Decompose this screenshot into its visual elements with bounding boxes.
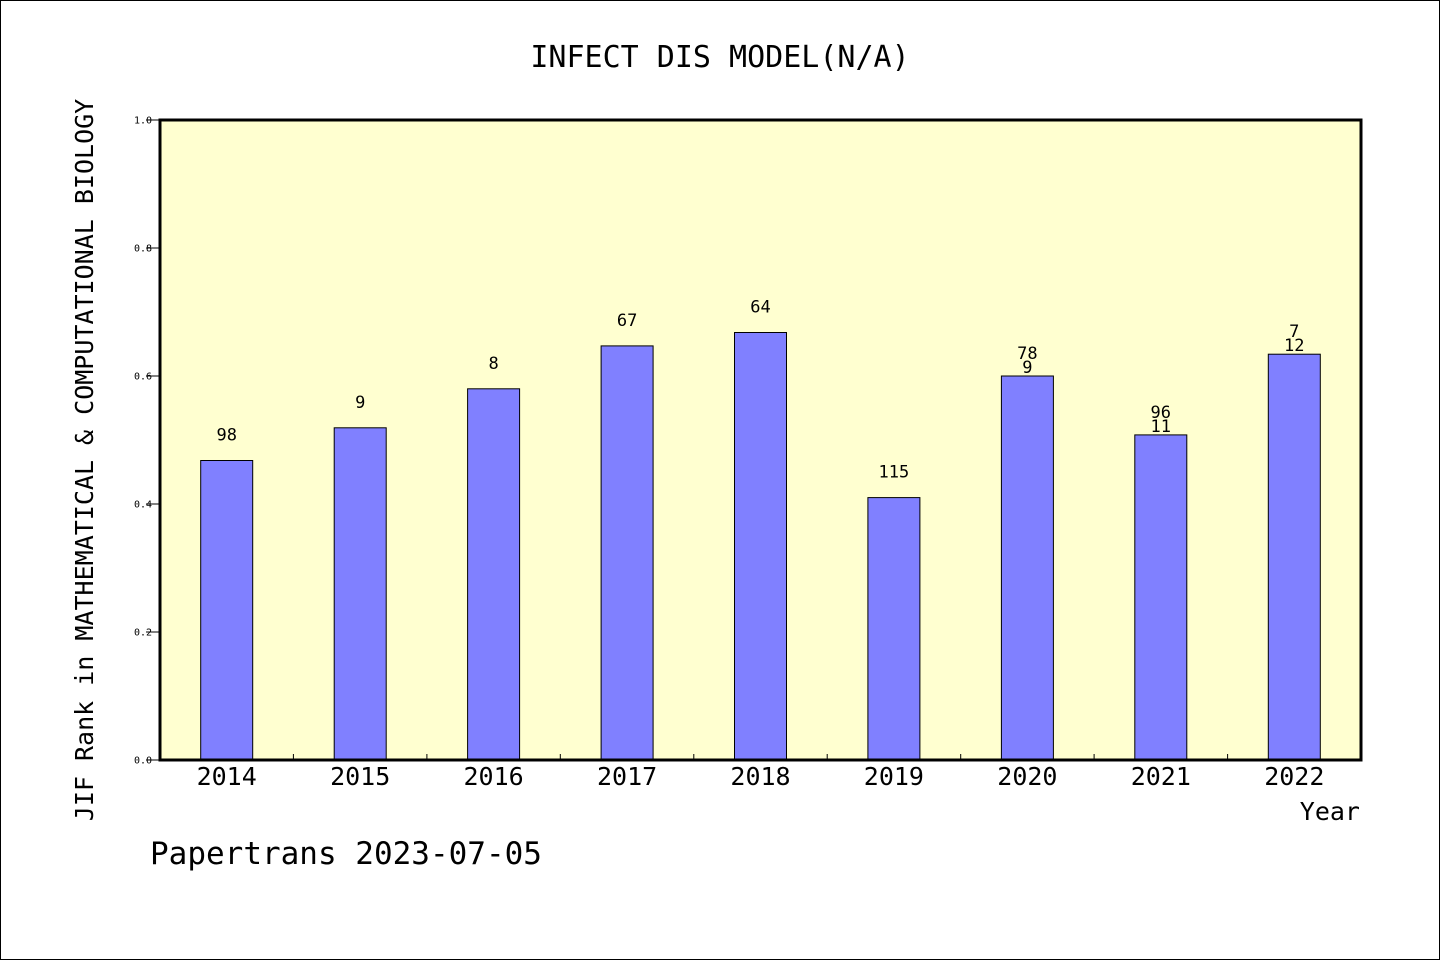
bars-group bbox=[200, 332, 1321, 761]
bar-2020 bbox=[1000, 375, 1054, 761]
x-tick-label-2020: 2020 bbox=[997, 762, 1057, 791]
y-tick-label: 0.6 bbox=[134, 372, 152, 383]
plot-border bbox=[158, 118, 1363, 762]
bar-2018 bbox=[734, 332, 787, 761]
bar-rank-label-2018: 64 bbox=[750, 298, 770, 318]
y-tick-label: 0.0 bbox=[134, 756, 152, 767]
x-tick-label-2018: 2018 bbox=[730, 762, 790, 791]
footer-credit: Papertrans 2023-07-05 bbox=[150, 836, 542, 872]
y-tick-label: 0.2 bbox=[134, 628, 152, 639]
bar-rank-label-2015: 9 bbox=[355, 393, 365, 413]
chart-title: INFECT DIS MODEL(N/A) bbox=[530, 40, 909, 75]
y-tick-label: 1.0 bbox=[134, 116, 152, 127]
bar-rank-label-2021: 96 bbox=[1151, 403, 1171, 423]
x-tick-label-2019: 2019 bbox=[864, 762, 924, 791]
x-axis-label: Year bbox=[1300, 797, 1360, 826]
bar-2021 bbox=[1134, 434, 1188, 761]
bar-rank-label-2020: 78 bbox=[1017, 344, 1037, 364]
x-tick-label-2017: 2017 bbox=[597, 762, 657, 791]
x-axis: 2014 2015 2016 2017 2018 2019 2020 2021 2022 bbox=[197, 754, 1324, 791]
bar-2017 bbox=[600, 345, 654, 761]
x-tick-label-2015: 2015 bbox=[330, 762, 390, 791]
y-axis: 0.0 0.2 0.4 0.6 0.8 1.0 bbox=[134, 116, 160, 767]
bar-2014 bbox=[200, 460, 254, 761]
bar-2019 bbox=[867, 497, 921, 761]
y-tick-label: 0.4 bbox=[134, 500, 152, 511]
bar-rank-label-2022: 12 bbox=[1284, 336, 1304, 356]
x-tick-label-2021: 2021 bbox=[1131, 762, 1191, 791]
bar-rank-label-2022: 7 bbox=[1289, 322, 1299, 342]
x-tick-label-2022: 2022 bbox=[1264, 762, 1324, 791]
bar-rank-label-2017: 67 bbox=[617, 311, 637, 331]
bar-2016 bbox=[467, 388, 521, 761]
bar-rank-label-2020: 9 bbox=[1022, 358, 1032, 378]
bar-rank-label-2019: 115 bbox=[879, 463, 910, 483]
y-axis-label: JIF Rank in MATHEMATICAL & COMPUTATIONAL… bbox=[70, 99, 99, 821]
bar-2022 bbox=[1267, 353, 1321, 761]
x-tick-label-2016: 2016 bbox=[463, 762, 523, 791]
bar-2015 bbox=[333, 427, 387, 761]
y-tick-label: 0.8 bbox=[134, 244, 152, 255]
bar-rank-label-2021: 11 bbox=[1151, 417, 1171, 437]
x-tick-label-2014: 2014 bbox=[197, 762, 257, 791]
bar-rank-label-2014: 98 bbox=[216, 426, 236, 446]
bar-rank-label-2016: 8 bbox=[488, 354, 498, 374]
